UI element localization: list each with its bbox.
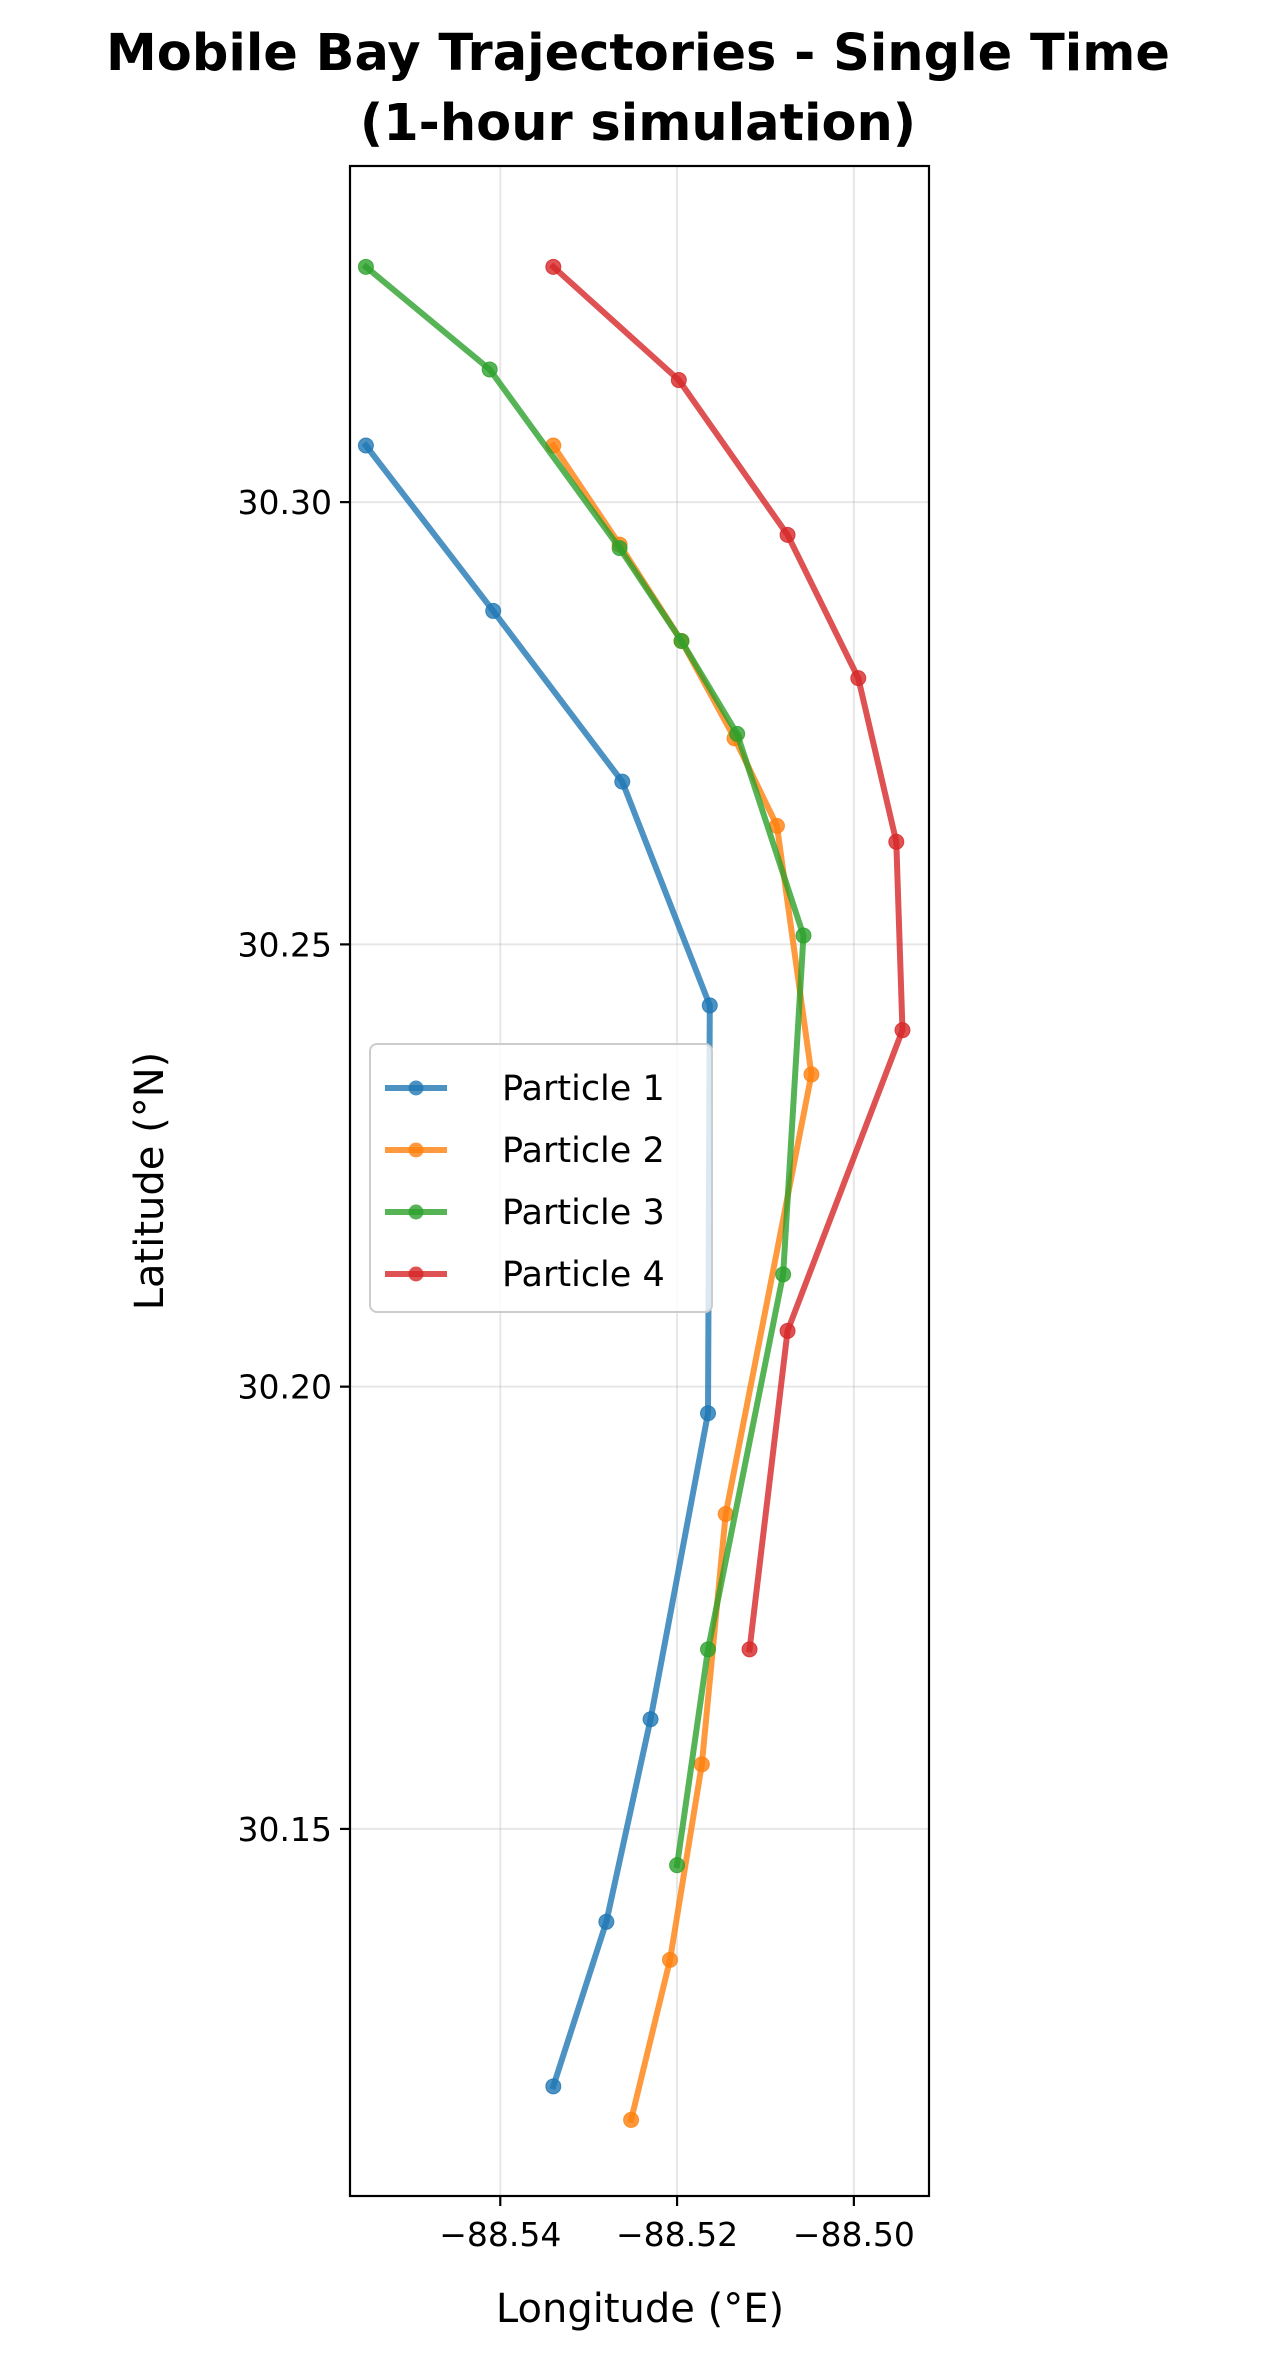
- data-point: [700, 1405, 717, 1422]
- series-layer: [357, 258, 911, 2128]
- legend-label: Particle 4: [502, 1255, 665, 1295]
- chart-title-line-1: Mobile Bay Trajectories - Single Time: [106, 24, 1170, 83]
- y-tick-label: 30.25: [238, 925, 332, 964]
- data-point: [775, 1266, 792, 1283]
- data-point: [545, 258, 562, 275]
- data-point: [795, 927, 812, 944]
- y-tick-label: 30.30: [238, 483, 332, 522]
- axis-ticks: −88.54 −88.52 −88.50 30.15 30.20 30.25 30.30: [238, 483, 915, 2254]
- legend: Particle 1 Particle 2 Particle 3 Particle 4: [369, 1043, 713, 1313]
- x-tick-label: −88.52: [616, 2215, 738, 2254]
- legend-marker: [408, 1204, 424, 1220]
- legend-marker: [408, 1080, 424, 1096]
- x-tick-label: −88.50: [793, 2215, 915, 2254]
- data-point: [701, 997, 718, 1014]
- data-point: [894, 1022, 911, 1039]
- data-point: [642, 1711, 659, 1728]
- data-point: [611, 540, 628, 557]
- data-point: [700, 1641, 717, 1658]
- data-point: [717, 1506, 734, 1523]
- series-line: [549, 262, 906, 1653]
- series-particle-3: [357, 258, 812, 1874]
- data-point: [485, 602, 502, 619]
- data-point: [673, 632, 690, 649]
- legend-box: [369, 1043, 713, 1313]
- x-axis-label: Longitude (°E): [496, 2286, 784, 2332]
- data-point: [779, 526, 796, 543]
- data-point: [670, 372, 687, 389]
- legend-label: Particle 2: [502, 1131, 665, 1171]
- series-particle-4: [545, 258, 911, 1658]
- data-point: [741, 1641, 758, 1658]
- legend-entry: Particle 4: [385, 1255, 665, 1295]
- data-point: [693, 1756, 710, 1773]
- y-tick-label: 30.15: [238, 1810, 332, 1849]
- data-point: [357, 437, 374, 454]
- data-point: [669, 1857, 686, 1874]
- legend-marker: [408, 1266, 424, 1282]
- data-point: [661, 1951, 678, 1968]
- legend-marker: [408, 1142, 424, 1158]
- data-point: [357, 258, 374, 275]
- legend-label: Particle 1: [502, 1069, 665, 1109]
- legend-label: Particle 3: [502, 1193, 665, 1233]
- data-point: [850, 670, 867, 687]
- y-tick-label: 30.20: [238, 1368, 332, 1407]
- data-point: [623, 2111, 640, 2128]
- legend-entry: Particle 3: [385, 1193, 665, 1233]
- data-point: [803, 1066, 820, 1083]
- data-point: [614, 773, 631, 790]
- data-point: [545, 2078, 562, 2095]
- legend-entry: Particle 2: [385, 1131, 665, 1171]
- data-point: [779, 1322, 796, 1339]
- x-tick-label: −88.54: [439, 2215, 561, 2254]
- data-point: [481, 361, 498, 378]
- chart-title-line-2: (1-hour simulation): [360, 94, 916, 153]
- plot-area-frame: [348, 164, 931, 2198]
- y-axis-label: Latitude (°N): [127, 1052, 173, 1310]
- data-point: [729, 725, 746, 742]
- legend-entry: Particle 1: [385, 1069, 665, 1109]
- data-point: [888, 833, 905, 850]
- data-point: [598, 1913, 615, 1930]
